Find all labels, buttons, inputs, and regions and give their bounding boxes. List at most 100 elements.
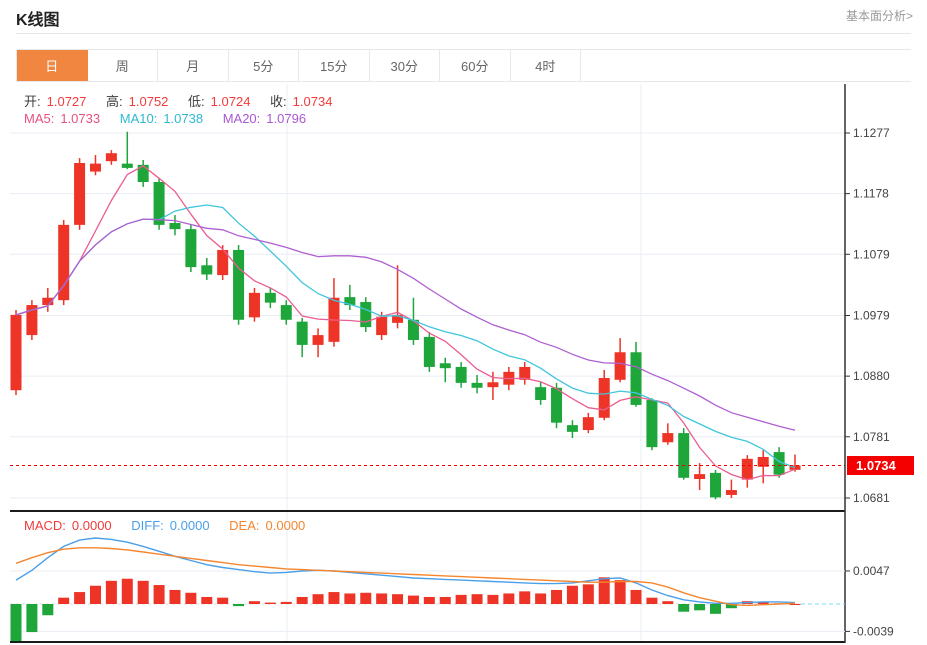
candle-body	[519, 366, 531, 380]
close-label: 收:	[270, 94, 287, 109]
tab-month[interactable]: 月	[158, 50, 229, 81]
candle-body	[694, 474, 706, 480]
ma-legend: MA5: 1.0733 MA10: 1.0738 MA20: 1.0796	[24, 111, 322, 126]
candle-body	[551, 387, 563, 423]
macd-bar	[471, 594, 483, 604]
candle-body	[757, 456, 769, 467]
tab-15min[interactable]: 15分	[299, 50, 370, 81]
candle-body	[153, 181, 165, 225]
candle-body	[169, 223, 181, 230]
candle-body	[26, 305, 38, 336]
macd-bar	[10, 604, 22, 641]
candle-body	[74, 163, 86, 225]
ma10-line	[15, 204, 796, 469]
ma20-value: 1.0796	[266, 111, 307, 126]
candle-body	[233, 249, 245, 320]
tab-day[interactable]: 日	[17, 50, 88, 81]
price-tick-label: 1.0781	[853, 430, 890, 444]
candle-body	[789, 465, 801, 470]
ma20-line	[15, 218, 796, 431]
candle-body	[439, 363, 451, 369]
tab-60min[interactable]: 60分	[440, 50, 511, 81]
macd-bar	[423, 596, 435, 604]
macd-bar	[312, 594, 324, 604]
candle-body	[105, 153, 117, 162]
macd-bar	[264, 602, 276, 604]
macd-bar	[42, 604, 54, 616]
candle-body	[662, 433, 674, 443]
period-tabbar: 日 周 月 5分 15分 30分 60分 4时	[16, 49, 911, 82]
dea-line	[15, 547, 796, 607]
candle-body	[487, 382, 499, 388]
candle-body	[296, 321, 308, 345]
close-value: 1.0734	[292, 94, 333, 109]
fundamental-analysis-link[interactable]: 基本面分析>	[845, 9, 913, 23]
candle-body	[646, 400, 658, 448]
diff-line	[15, 537, 796, 604]
macd-bar	[153, 585, 165, 604]
candle-body	[614, 352, 626, 380]
candle-body	[598, 377, 610, 418]
dea-value: 0.0000	[265, 518, 306, 533]
candle-body	[137, 164, 149, 182]
macd-bar	[519, 591, 531, 604]
macd-bar	[407, 595, 419, 604]
macd-bar	[360, 592, 372, 604]
open-label: 开:	[24, 94, 41, 109]
ma10-value: 1.0738	[163, 111, 204, 126]
candle-body	[280, 305, 292, 320]
page-title: K线图	[16, 12, 60, 29]
macd-bar	[376, 593, 388, 604]
macd-value: 0.0000	[71, 518, 112, 533]
candle-body	[264, 292, 276, 303]
ma10-label: MA10:	[119, 111, 158, 126]
price-tick-label: 1.1079	[853, 247, 890, 261]
macd-bar	[233, 604, 245, 607]
macd-bar	[328, 592, 340, 604]
macd-bar	[598, 577, 610, 604]
tab-5min[interactable]: 5分	[228, 50, 299, 81]
ma5-value: 1.0733	[60, 111, 101, 126]
macd-bar	[487, 594, 499, 604]
low-value: 1.0724	[210, 94, 251, 109]
macd-bar	[503, 593, 515, 604]
macd-legend: MACD: 0.0000 DIFF: 0.0000 DEA: 0.0000	[24, 518, 321, 533]
price-tick-label: 1.1277	[853, 126, 890, 140]
candle-body	[678, 433, 690, 478]
candle-body	[535, 387, 547, 401]
candle-body	[248, 292, 260, 318]
candle-body	[407, 319, 419, 340]
macd-bar	[662, 601, 674, 604]
macd-bar	[566, 585, 578, 604]
tab-4hour[interactable]: 4时	[510, 50, 581, 81]
ma5-label: MA5:	[24, 111, 55, 126]
candle-body	[582, 417, 594, 431]
candle-body	[42, 297, 54, 306]
candle-body	[10, 314, 22, 391]
ma20-label: MA20:	[222, 111, 261, 126]
macd-bar	[630, 589, 642, 604]
macd-bar	[185, 592, 197, 604]
macd-tick-label: 0.0047	[853, 564, 890, 578]
macd-bar	[678, 604, 690, 612]
tab-30min[interactable]: 30分	[369, 50, 440, 81]
candle-body	[185, 229, 197, 268]
price-tick-label: 1.0979	[853, 309, 890, 323]
macd-bar	[26, 604, 38, 633]
candle-body	[89, 163, 101, 172]
macd-bar	[392, 594, 404, 604]
tab-week[interactable]: 周	[87, 50, 158, 81]
macd-bar	[201, 596, 213, 604]
high-value: 1.0752	[128, 94, 169, 109]
macd-bar	[137, 580, 149, 604]
candle-body	[741, 458, 753, 480]
macd-bar	[582, 584, 594, 604]
macd-bar	[694, 604, 706, 611]
macd-bar	[74, 592, 86, 604]
macd-bar	[614, 580, 626, 604]
high-label: 高:	[106, 94, 123, 109]
diff-label: DIFF:	[131, 518, 164, 533]
macd-bar	[439, 596, 451, 604]
ohlc-legend: 开: 1.0727 高: 1.0752 低: 1.0724 收: 1.0734	[24, 91, 348, 110]
